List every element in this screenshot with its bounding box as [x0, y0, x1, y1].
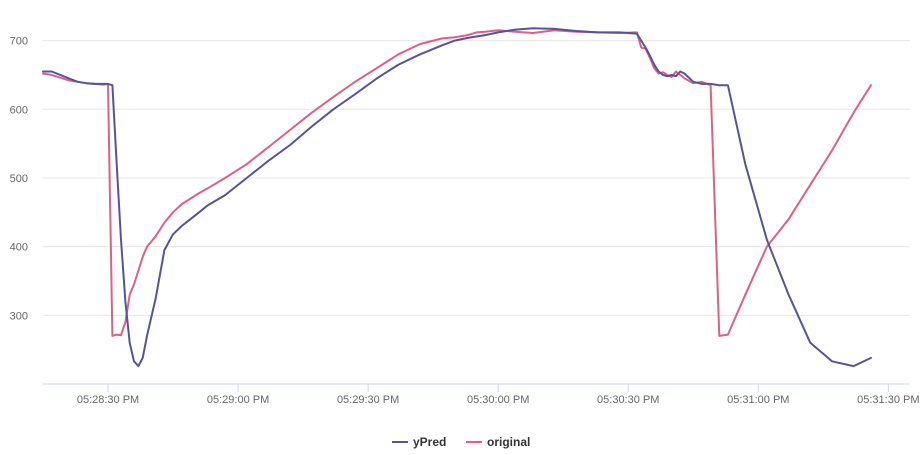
x-tick-label: 05:29:30 PM — [337, 394, 399, 406]
series-line-original[interactable] — [42, 29, 872, 337]
x-tick-label: 05:31:30 PM — [857, 394, 919, 406]
legend[interactable]: yPred original — [392, 435, 530, 449]
x-tick-label: 05:28:30 PM — [77, 394, 139, 406]
series-line-ypred[interactable] — [42, 27, 872, 368]
y-axis-ticks: 300 400 500 600 700 — [10, 36, 28, 323]
legend-label-ypred: yPred — [413, 435, 446, 449]
x-tick-label: 05:30:00 PM — [467, 394, 529, 406]
x-tick-label: 05:31:00 PM — [727, 394, 789, 406]
legend-label-original: original — [487, 435, 530, 449]
y-tick-label: 300 — [10, 310, 28, 322]
x-axis-ticks: 05:28:30 PM 05:29:00 PM 05:29:30 PM 05:30:0… — [77, 384, 920, 406]
series — [42, 27, 872, 368]
y-tick-label: 700 — [10, 36, 28, 48]
y-tick-label: 600 — [10, 104, 28, 116]
x-tick-label: 05:30:30 PM — [597, 394, 659, 406]
y-tick-label: 500 — [10, 173, 28, 185]
legend-item-ypred[interactable]: yPred — [392, 435, 446, 449]
grid — [43, 40, 910, 316]
legend-item-original[interactable]: original — [466, 435, 530, 449]
x-tick-label: 05:29:00 PM — [207, 394, 269, 406]
y-tick-label: 400 — [10, 242, 28, 254]
